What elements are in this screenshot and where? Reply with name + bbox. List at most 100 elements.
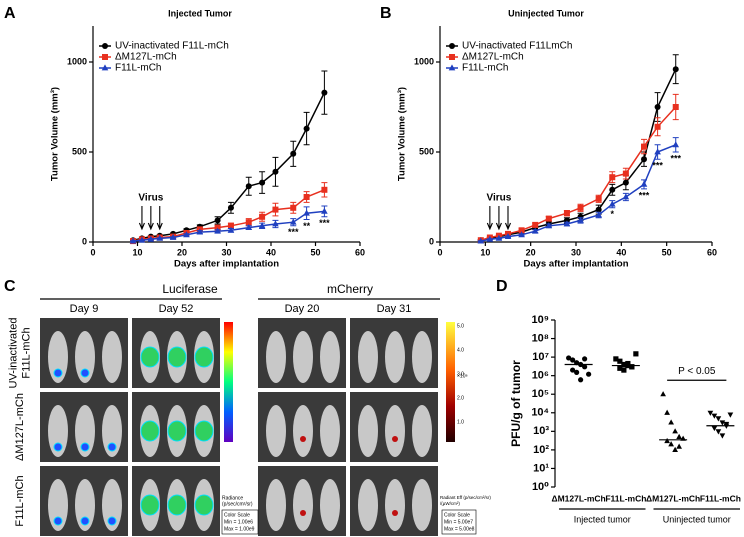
y-tick-label: 500 [419, 146, 434, 156]
marker [227, 226, 235, 233]
chart-title: Uninjected Tumor [508, 8, 584, 18]
day-label: Day 52 [159, 303, 194, 315]
marker [138, 236, 146, 243]
marker [715, 429, 722, 435]
marker [518, 227, 525, 234]
section-header: Luciferase [162, 282, 218, 296]
y-axis-label: Tumor Volume (mm³) [397, 87, 408, 181]
marker [586, 371, 592, 377]
group-label: Injected tumor [574, 514, 631, 524]
x-tick-label: F11L-mCh [605, 493, 646, 503]
mouse [266, 331, 286, 383]
marker [258, 222, 266, 229]
panel-label: B [380, 5, 392, 22]
color-bar [224, 322, 233, 442]
marker [641, 143, 647, 150]
x-tick-label: 30 [221, 247, 231, 257]
marker [156, 234, 164, 241]
marker [183, 231, 190, 238]
y-tick-label: 10³ [533, 425, 549, 437]
mouse [293, 405, 313, 457]
y-tick-label: 1000 [414, 56, 434, 66]
scale-box-text: Max = 5.00e8 [444, 526, 475, 532]
marker [625, 360, 631, 367]
marker [622, 170, 629, 177]
significance: *** [288, 227, 299, 237]
marker [640, 180, 648, 187]
mouse [102, 331, 122, 383]
x-tick-label: 50 [310, 247, 320, 257]
marker [321, 186, 328, 193]
y-tick-label: 10² [533, 444, 549, 456]
signal [53, 516, 63, 526]
marker [303, 125, 310, 132]
mouse [48, 479, 68, 531]
signal [167, 494, 187, 516]
y-tick-label: 10⁸ [532, 332, 549, 344]
marker [668, 419, 674, 425]
marker [719, 433, 726, 439]
marker [727, 412, 734, 418]
marker [169, 233, 177, 240]
day-label: Day 9 [70, 303, 99, 315]
marker [486, 235, 494, 242]
signal [167, 420, 187, 442]
marker [582, 356, 588, 362]
day-label: Day 31 [377, 303, 412, 315]
scale-box-text: Min = 1.00e6 [224, 519, 253, 525]
marker [578, 377, 584, 383]
y-tick-label: 500 [72, 146, 87, 156]
signal [300, 436, 306, 442]
x-tick-label: 10 [480, 247, 490, 257]
scale-title: Radiant Eff (p/sec/cm²/sr) [440, 495, 491, 500]
marker [570, 357, 576, 363]
mouse [75, 405, 95, 457]
x-tick-label: 60 [707, 247, 717, 257]
marker [245, 183, 252, 190]
mouse [358, 479, 378, 531]
marker [272, 220, 279, 227]
marker [660, 391, 666, 397]
section-header: mCherry [327, 282, 373, 296]
marker [715, 416, 722, 422]
scale-box [441, 509, 477, 535]
legend-label: UV-inactivated F11L-mCh [115, 41, 229, 52]
marker [321, 207, 328, 214]
mouse [385, 479, 405, 531]
mouse [102, 479, 122, 531]
marker [711, 413, 718, 419]
signal [194, 494, 214, 516]
legend-label: UV-inactivated F11LmCh [462, 41, 572, 52]
signal [194, 420, 214, 442]
y-tick-label: 10⁴ [531, 407, 549, 419]
marker [272, 168, 279, 175]
x-tick-label: 30 [571, 247, 581, 257]
marker [672, 446, 678, 452]
marker [595, 206, 602, 213]
arrow [504, 206, 512, 231]
mouse [385, 405, 405, 457]
marker [566, 355, 572, 361]
marker [707, 410, 714, 416]
marker [609, 174, 616, 181]
mouse [48, 331, 68, 383]
row-label: ΔM127L-mCh [14, 393, 26, 461]
marker [595, 195, 602, 202]
row-label: F11L-mCh [14, 475, 26, 526]
y-tick-label: 10⁷ [532, 351, 549, 363]
mouse [358, 405, 378, 457]
marker [563, 220, 571, 227]
signal [80, 368, 90, 378]
x-tick-label: 0 [437, 247, 442, 257]
group-label: Uninjected tumor [663, 514, 731, 524]
marker [629, 364, 635, 370]
marker [289, 218, 297, 225]
legend-label: ΔM127L-mCh [115, 52, 177, 63]
marker [711, 425, 718, 432]
marker [259, 179, 266, 186]
scale-tick: 1.0 [457, 419, 464, 425]
arrow-label: Virus [487, 193, 512, 204]
scale-title: Radiance [222, 495, 243, 501]
signal [53, 442, 63, 452]
y-tick-label: 10⁵ [532, 388, 549, 400]
